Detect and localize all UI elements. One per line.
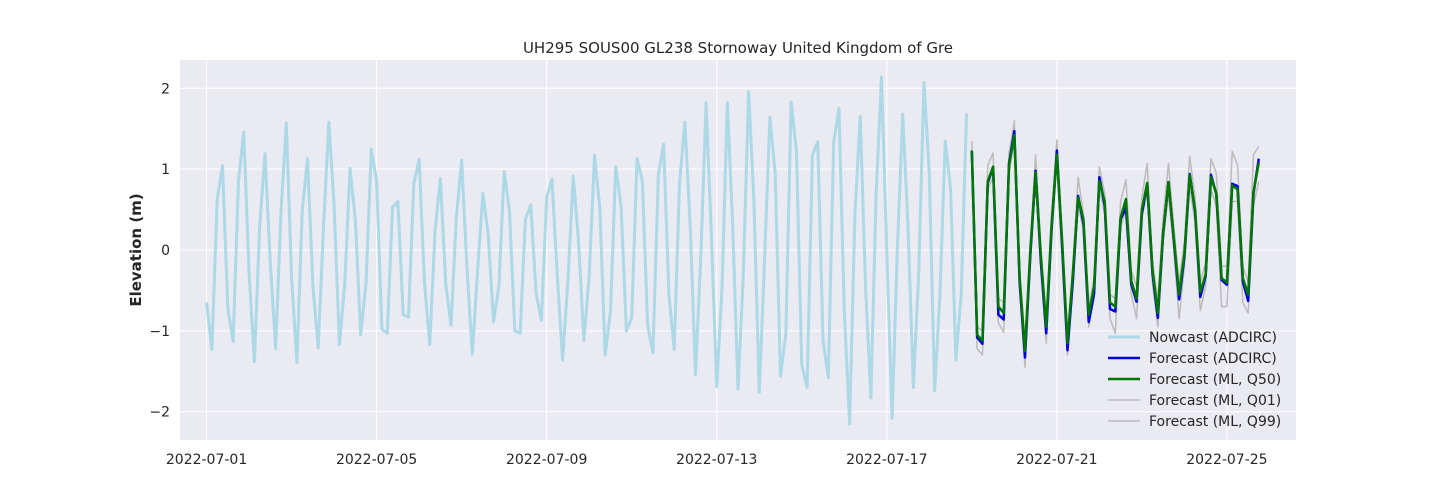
y-tick-label: 1 [161,162,170,178]
legend-label: Forecast (ML, Q01) [1149,393,1281,409]
series-layer [205,75,1261,426]
x-tick-label: 2022-07-21 [1016,452,1097,468]
legend-label: Nowcast (ADCIRC) [1149,330,1277,346]
chart-title: UH295 SOUS00 GL238 Stornoway United King… [523,39,953,57]
series-line-0 [205,75,969,426]
y-tick-label: 2 [161,81,170,97]
legend-label: Forecast (ML, Q99) [1149,414,1281,430]
x-tick-label: 2022-07-09 [506,452,587,468]
y-tick-label: 0 [161,243,170,259]
series-line-2 [970,133,1261,353]
legend-label: Forecast (ADCIRC) [1149,351,1277,367]
y-tick-label: −2 [149,405,170,421]
x-tick-label: 2022-07-17 [846,452,927,468]
y-tick-label: −1 [149,324,170,340]
x-tick-label: 2022-07-05 [336,452,417,468]
x-tick-label: 2022-07-13 [676,452,757,468]
legend-label: Forecast (ML, Q50) [1149,372,1281,388]
x-tick-label: 2022-07-01 [166,452,247,468]
y-axis-ticks: −2 −1 0 1 2 [149,81,170,420]
x-tick-label: 2022-07-25 [1186,452,1267,468]
y-axis-label: Elevation (m) [127,193,145,306]
x-axis-ticks: 2022-07-01 2022-07-05 2022-07-09 2022-07-13… [166,452,1268,468]
legend: Nowcast (ADCIRC) Forecast (ADCIRC) Forecas… [1108,330,1281,430]
